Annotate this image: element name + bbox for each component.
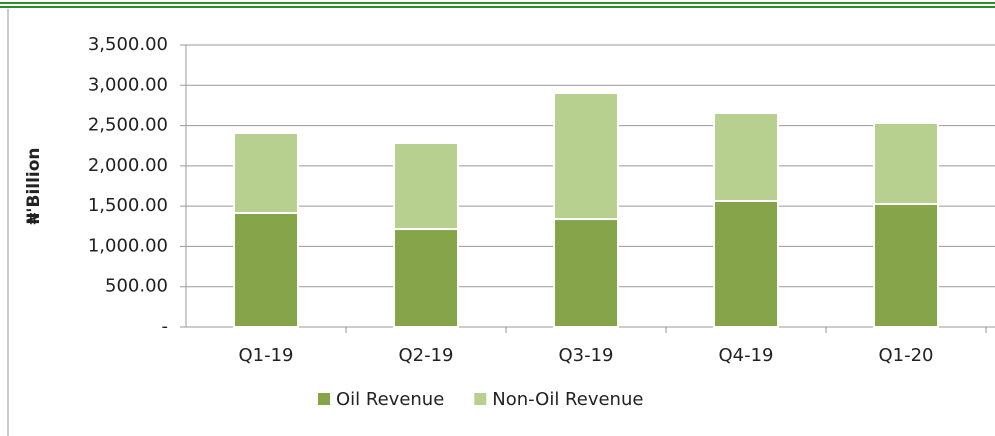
y-tick-label: 1,500.00	[88, 195, 168, 216]
legend-swatch	[474, 393, 487, 405]
x-tick-label: Q3-19	[558, 345, 613, 366]
x-tick-label: Q2-19	[398, 345, 453, 366]
y-tick-label: -	[162, 316, 169, 337]
bar-segment	[233, 211, 299, 328]
bar-segment	[553, 218, 619, 328]
bar-segment	[713, 112, 779, 202]
bar-segment	[873, 202, 939, 328]
bar-segment	[553, 92, 619, 221]
x-tick-label: Q1-19	[238, 345, 293, 366]
legend-label: Oil Revenue	[336, 389, 444, 410]
legend-swatch	[318, 393, 330, 405]
y-tick-label: 500.00	[105, 276, 168, 297]
bar-segment	[713, 199, 779, 328]
y-tick-label: 3,500.00	[88, 34, 168, 55]
bar-segment	[393, 228, 459, 328]
y-tick-label: 3,000.00	[88, 74, 168, 95]
bar-segment	[873, 121, 939, 205]
x-tick-label: Q1-20	[878, 345, 933, 366]
y-axis-label: ₦'Billion	[24, 147, 44, 224]
y-tick-label: 2,000.00	[88, 155, 168, 176]
y-tick-label: 1,000.00	[88, 235, 168, 256]
bar-segment	[393, 141, 459, 231]
y-tick-label: 2,500.00	[88, 115, 168, 136]
bar-segment	[233, 131, 299, 214]
x-tick-label: Q4-19	[718, 345, 773, 366]
legend-label: Non-Oil Revenue	[492, 389, 643, 410]
